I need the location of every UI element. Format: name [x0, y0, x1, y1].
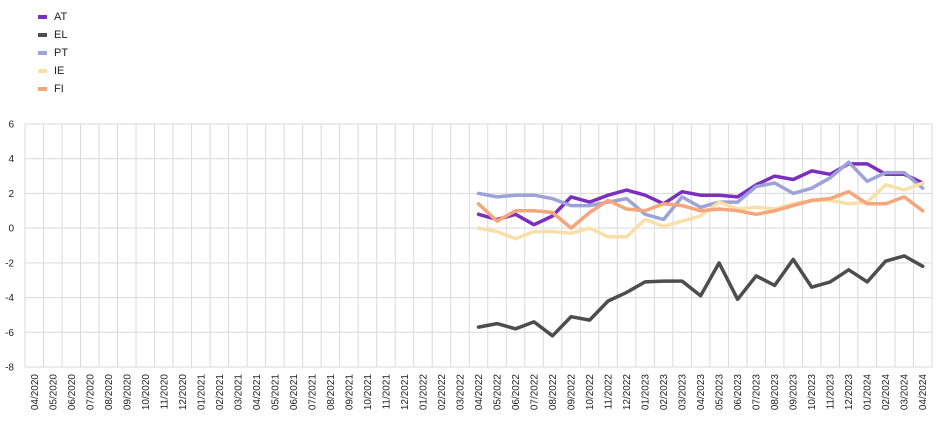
x-tick-label: 03/2023 [678, 374, 689, 411]
x-tick-label: 07/2022 [530, 374, 541, 411]
x-tick-label: 06/2020 [67, 374, 78, 411]
x-tick-label: 11/2021 [381, 374, 392, 410]
x-tick-label: 04/2024 [918, 374, 929, 411]
x-tick-label: 04/2020 [30, 374, 41, 411]
x-tick-label: 05/2020 [48, 374, 59, 411]
legend-label-at: AT [54, 11, 68, 23]
legend: AT EL PT IE FI [38, 8, 68, 98]
y-tick-label: -6 [5, 328, 14, 339]
legend-item-el: EL [38, 26, 68, 44]
legend-swatch-el [38, 33, 47, 37]
x-tick-label: 05/2021 [270, 374, 281, 411]
legend-label-pt: PT [54, 47, 69, 59]
x-tick-label: 08/2020 [104, 374, 115, 411]
y-tick-label: 6 [8, 120, 14, 131]
x-tick-label: 09/2021 [344, 374, 355, 411]
y-tick-label: 4 [8, 154, 14, 165]
x-tick-label: 03/2021 [233, 374, 244, 411]
legend-label-el: EL [54, 29, 68, 41]
x-tick-label: 12/2022 [622, 374, 633, 411]
legend-item-fi: FI [38, 80, 68, 98]
legend-label-ie: IE [54, 65, 65, 77]
x-tick-label: 12/2023 [844, 374, 855, 411]
legend-swatch-fi [38, 87, 47, 91]
x-tick-label: 07/2021 [307, 374, 318, 411]
legend-item-at: AT [38, 8, 68, 26]
x-tick-label: 02/2022 [437, 374, 448, 411]
x-tick-label: 01/2023 [641, 374, 652, 411]
x-tick-label: 09/2023 [789, 374, 800, 411]
x-tick-label: 02/2023 [659, 374, 670, 411]
x-tick-label: 05/2022 [493, 374, 504, 411]
x-tick-label: 10/2021 [363, 374, 374, 411]
x-tick-label: 07/2023 [752, 374, 763, 411]
x-tick-label: 11/2022 [604, 374, 615, 410]
y-tick-label: -8 [5, 363, 14, 374]
x-tick-label: 01/2021 [196, 374, 207, 411]
x-tick-label: 05/2023 [715, 374, 726, 411]
x-tick-label: 06/2022 [511, 374, 522, 411]
x-tick-label: 06/2021 [289, 374, 300, 411]
x-tick-label: 10/2022 [585, 374, 596, 411]
legend-item-pt: PT [38, 44, 68, 62]
x-tick-label: 03/2022 [455, 374, 466, 411]
x-tick-label: 02/2021 [215, 374, 226, 411]
x-tick-label: 03/2024 [900, 374, 911, 411]
x-tick-label: 09/2022 [567, 374, 578, 411]
x-tick-label: 09/2020 [122, 374, 133, 411]
series-line-el [476, 254, 925, 338]
x-tick-label: 10/2020 [141, 374, 152, 411]
x-tick-label: 01/2024 [863, 374, 874, 411]
x-tick-label: 04/2023 [696, 374, 707, 411]
legend-swatch-pt [38, 51, 47, 55]
series-line-fi [476, 189, 925, 230]
series-line-pt [476, 160, 925, 222]
x-tick-label: 04/2021 [252, 374, 263, 411]
x-tick-label: 02/2024 [881, 374, 892, 411]
x-tick-label: 11/2023 [826, 374, 837, 410]
legend-label-fi: FI [54, 83, 64, 95]
legend-swatch-ie [38, 69, 47, 73]
y-tick-label: 0 [8, 224, 14, 235]
y-tick-label: -2 [5, 258, 14, 269]
x-tick-label: 06/2023 [733, 374, 744, 411]
x-tick-label: 08/2022 [548, 374, 559, 411]
x-tick-label: 11/2020 [159, 374, 170, 410]
x-tick-label: 01/2022 [418, 374, 429, 411]
series-line-ie [476, 181, 925, 241]
x-tick-label: 08/2023 [770, 374, 781, 411]
y-tick-label: -4 [5, 293, 14, 304]
x-tick-label: 12/2020 [178, 374, 189, 411]
x-tick-label: 12/2021 [400, 374, 411, 411]
x-tick-label: 07/2020 [85, 374, 96, 411]
legend-item-ie: IE [38, 62, 68, 80]
legend-swatch-at [38, 15, 47, 19]
y-tick-label: 2 [8, 189, 14, 200]
x-tick-label: 04/2022 [474, 374, 485, 411]
x-tick-label: 10/2023 [807, 374, 818, 411]
x-tick-label: 08/2021 [326, 374, 337, 411]
